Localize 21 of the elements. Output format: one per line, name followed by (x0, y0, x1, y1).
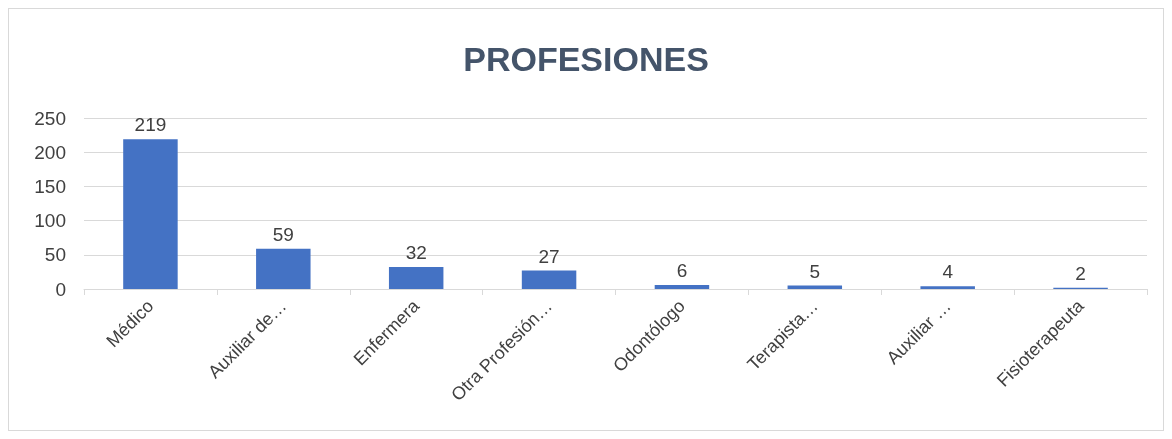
y-tick-label: 200 (34, 141, 66, 163)
bar (388, 267, 444, 289)
data-label: 27 (538, 245, 560, 267)
data-label: 219 (134, 114, 167, 136)
bar (654, 284, 710, 289)
data-label: 5 (809, 260, 821, 282)
data-label: 4 (942, 261, 954, 283)
y-tick-label: 100 (34, 210, 66, 232)
bar (256, 248, 311, 289)
bar (920, 286, 975, 289)
y-tick-label: 50 (44, 244, 66, 266)
bar (521, 270, 577, 289)
y-tick-label: 150 (34, 175, 66, 197)
y-tick-label: 250 (34, 107, 66, 129)
data-label: 32 (405, 242, 427, 264)
chart-title: PROFESIONES (463, 40, 709, 78)
data-label: 59 (272, 223, 294, 245)
y-tick-label: 0 (55, 278, 66, 300)
data-label: 2 (1075, 262, 1086, 284)
bar (123, 139, 178, 289)
data-label: 6 (676, 259, 688, 281)
